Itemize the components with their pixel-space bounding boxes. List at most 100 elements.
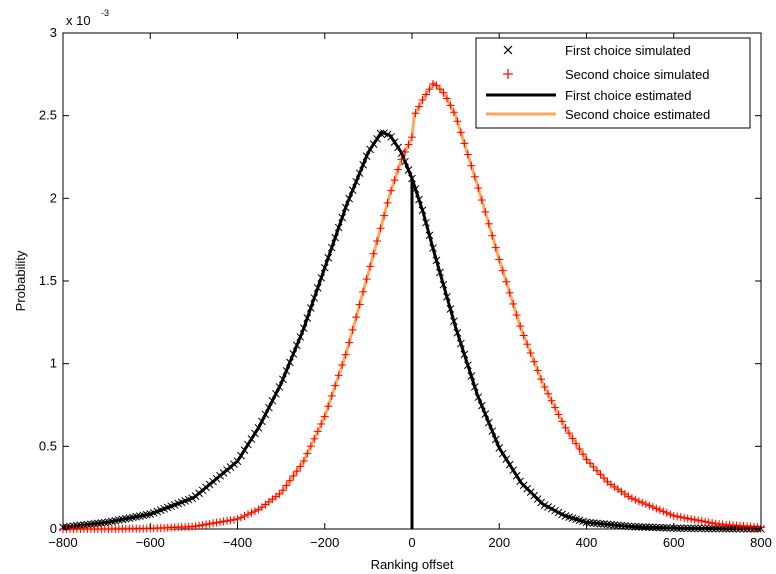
marker-first-simulated xyxy=(299,324,308,332)
marker-second-simulated xyxy=(191,522,200,531)
marker-second-simulated xyxy=(240,511,249,520)
marker-first-simulated xyxy=(422,218,430,227)
marker-second-simulated xyxy=(380,211,389,220)
marker-second-simulated xyxy=(313,427,322,436)
marker-second-simulated xyxy=(484,219,493,228)
marker-second-simulated xyxy=(589,462,598,471)
marker-first-simulated xyxy=(310,294,319,302)
marker-stroke xyxy=(628,522,636,531)
marker-second-simulated xyxy=(477,195,486,204)
marker-stroke xyxy=(540,501,549,509)
marker-second-simulated xyxy=(453,117,462,126)
marker-second-simulated xyxy=(638,498,647,507)
marker-second-simulated xyxy=(247,508,256,517)
marker-stroke xyxy=(582,518,591,527)
marker-first-simulated xyxy=(477,401,486,410)
marker-stroke xyxy=(289,350,298,358)
marker-second-simulated xyxy=(324,402,333,411)
marker-first-simulated xyxy=(188,494,196,503)
marker-stroke xyxy=(453,328,462,337)
marker-first-simulated xyxy=(697,524,706,533)
marker-first-simulated xyxy=(251,429,259,438)
marker-second-simulated xyxy=(338,360,347,369)
marker-stroke xyxy=(254,424,263,432)
marker-stroke xyxy=(579,517,587,526)
marker-first-simulated xyxy=(233,457,242,466)
marker-first-simulated xyxy=(306,304,315,312)
marker-first-simulated xyxy=(495,444,504,452)
marker-first-simulated xyxy=(334,223,343,232)
marker-first-simulated xyxy=(258,417,266,426)
marker-second-simulated xyxy=(401,147,410,156)
marker-stroke xyxy=(299,324,308,332)
marker-first-simulated xyxy=(634,522,643,531)
marker-stroke xyxy=(90,519,99,528)
marker-stroke xyxy=(418,206,427,215)
marker-stroke xyxy=(617,521,626,530)
marker-stroke xyxy=(341,203,350,212)
marker-first-simulated xyxy=(453,328,462,337)
marker-second-simulated xyxy=(512,311,521,320)
y-tick-label: 3 xyxy=(50,25,57,40)
marker-stroke xyxy=(327,243,336,252)
marker-second-simulated xyxy=(481,207,490,216)
marker-second-simulated xyxy=(327,391,336,400)
marker-second-simulated xyxy=(530,357,539,366)
marker-second-simulated xyxy=(219,517,228,526)
marker-second-simulated xyxy=(680,513,689,522)
x-tick-label: 800 xyxy=(750,535,772,550)
marker-stroke xyxy=(331,233,340,242)
marker-stroke xyxy=(285,358,294,367)
marker-first-simulated xyxy=(240,446,249,454)
marker-first-simulated xyxy=(505,460,514,469)
marker-second-simulated xyxy=(428,79,437,88)
marker-second-simulated xyxy=(202,520,211,529)
marker-stroke xyxy=(652,523,661,532)
marker-first-simulated xyxy=(317,273,326,282)
marker-first-simulated xyxy=(359,160,367,169)
marker-second-simulated xyxy=(676,513,685,522)
x-tick-label: 0 xyxy=(408,535,415,550)
marker-second-simulated xyxy=(320,412,329,421)
marker-first-simulated xyxy=(282,366,291,375)
marker-first-simulated xyxy=(373,134,381,143)
marker-stroke xyxy=(320,263,329,272)
marker-second-simulated xyxy=(390,176,399,185)
marker-first-simulated xyxy=(614,521,622,530)
marker-first-simulated xyxy=(411,185,420,193)
marker-stroke xyxy=(607,520,615,529)
marker-stroke xyxy=(296,333,305,341)
x-tick-label: 200 xyxy=(488,535,510,550)
marker-second-simulated xyxy=(669,511,678,520)
marker-stroke xyxy=(718,524,727,533)
marker-first-simulated xyxy=(704,524,713,533)
marker-second-simulated xyxy=(439,88,448,97)
marker-stroke xyxy=(701,524,710,533)
marker-stroke xyxy=(565,513,573,521)
marker-second-simulated xyxy=(488,231,497,240)
marker-stroke xyxy=(80,521,88,529)
marker-first-simulated xyxy=(429,244,437,252)
marker-second-simulated xyxy=(306,442,315,451)
marker-second-simulated xyxy=(418,95,427,104)
marker-first-simulated xyxy=(418,206,427,215)
marker-stroke xyxy=(673,524,682,533)
marker-stroke xyxy=(401,157,409,166)
marker-second-simulated xyxy=(505,288,514,297)
marker-stroke xyxy=(586,518,594,527)
marker-second-simulated xyxy=(704,518,713,527)
marker-first-simulated xyxy=(680,524,689,533)
marker-stroke xyxy=(390,138,399,146)
marker-second-simulated xyxy=(348,325,357,334)
x-axis-label: Ranking offset xyxy=(371,557,454,572)
marker-first-simulated xyxy=(279,375,287,384)
marker-first-simulated xyxy=(369,140,378,148)
y-axis-label: Probability xyxy=(13,250,28,311)
marker-stroke xyxy=(338,213,347,222)
marker-stroke xyxy=(502,455,511,463)
marker-stroke xyxy=(645,523,654,532)
marker-stroke xyxy=(457,339,465,348)
marker-stroke xyxy=(83,520,92,529)
y-tick-label: 0.5 xyxy=(39,438,57,453)
marker-first-simulated xyxy=(701,524,710,533)
